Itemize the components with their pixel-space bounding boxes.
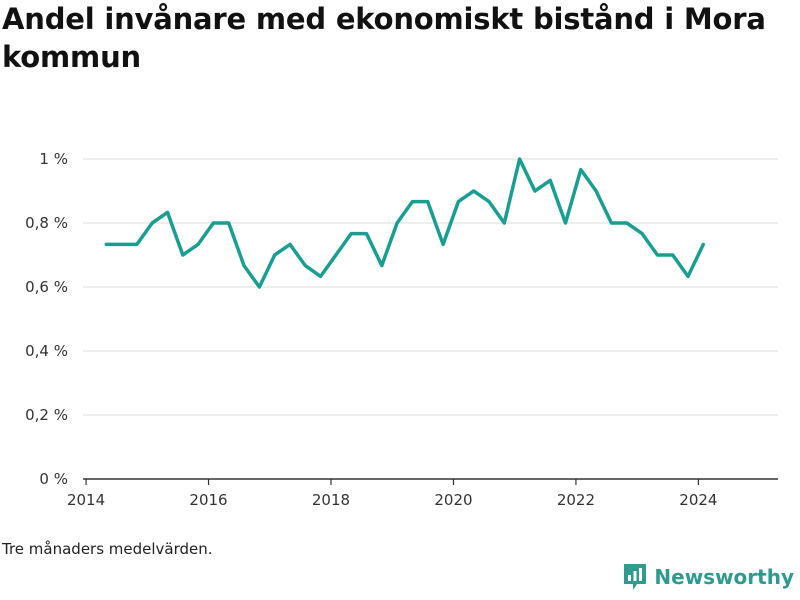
newsworthy-logo-icon: [624, 564, 647, 590]
x-axis: 2014 2016 2018 2020 2022 2024: [67, 478, 778, 509]
grid-lines: [83, 158, 778, 416]
y-tick-label: 0,6 %: [25, 278, 68, 296]
chart-title: Andel invånare med ekonomiskt bistånd i …: [2, 2, 766, 74]
x-tick-label: 2020: [434, 491, 472, 509]
x-tick-label: 2016: [189, 491, 227, 509]
y-axis-ticks: 0 % 0,2 % 0,4 % 0,6 % 0,8 % 1 %: [25, 150, 68, 488]
y-tick-label: 0,8 %: [25, 214, 68, 232]
x-tick-label: 2022: [557, 491, 595, 509]
x-tick-label: 2024: [679, 491, 717, 509]
x-tick-label: 2018: [312, 491, 350, 509]
x-tick-label: 2014: [67, 491, 105, 509]
y-tick-label: 0 %: [39, 470, 68, 488]
footnote: Tre månaders medelvärden.: [2, 540, 213, 558]
series-group: [104, 157, 706, 289]
y-tick-label: 0,2 %: [25, 406, 68, 424]
y-tick-label: 1 %: [39, 150, 68, 168]
y-tick-label: 0,4 %: [25, 342, 68, 360]
brand-name: Newsworthy: [654, 565, 794, 589]
series-line: [104, 157, 706, 289]
brand-logo: Newsworthy: [622, 562, 794, 592]
